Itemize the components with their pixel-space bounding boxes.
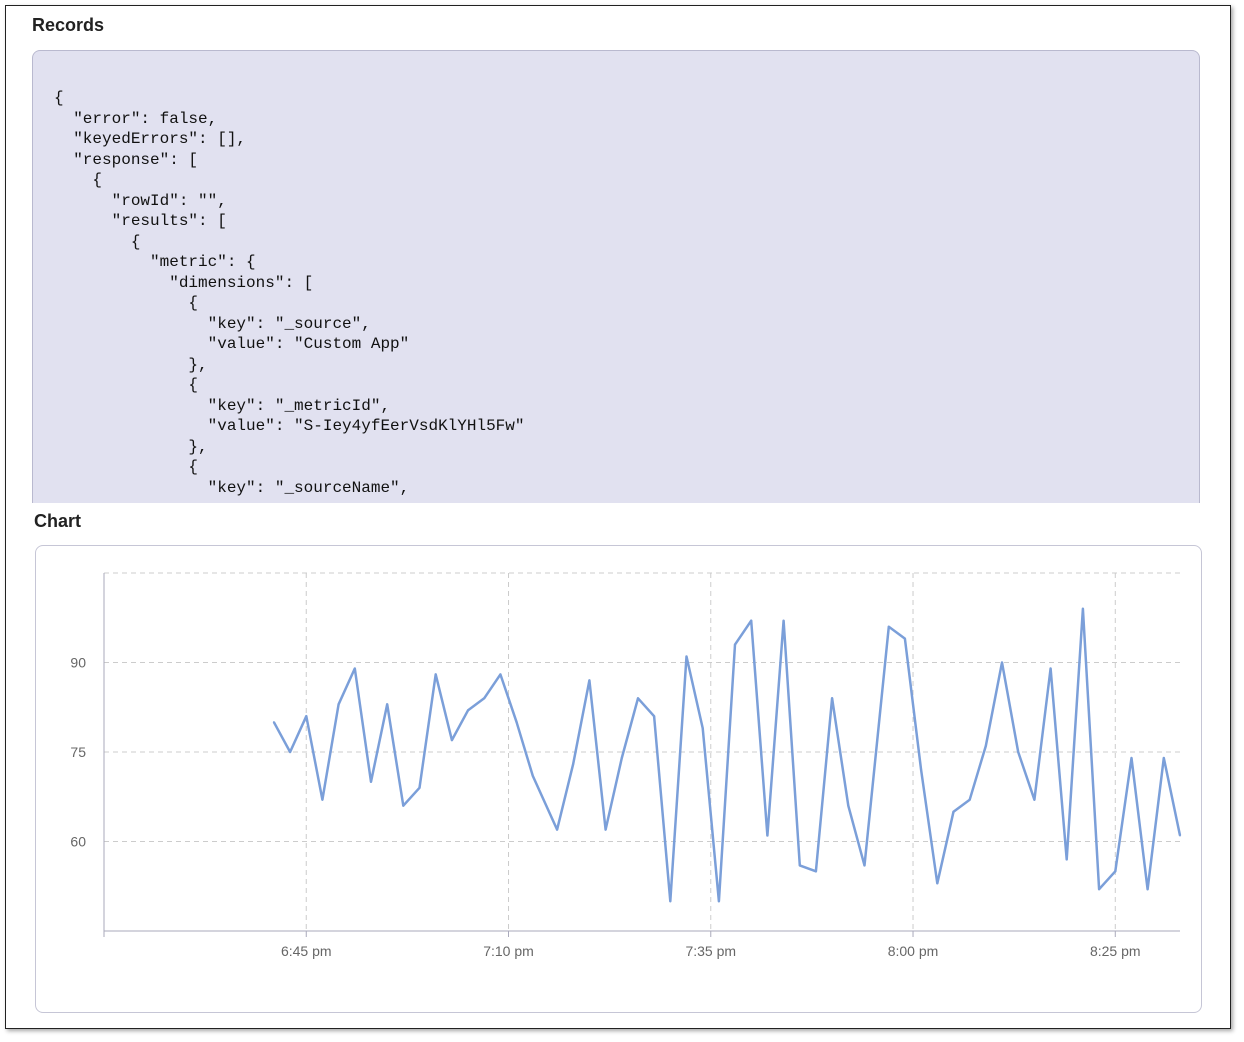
data-point (920, 768, 923, 771)
data-point (402, 804, 405, 807)
data-point (1065, 858, 1068, 861)
data-point (369, 780, 372, 783)
data-point (337, 703, 340, 706)
y-tick-label: 75 (70, 744, 86, 760)
data-point (483, 697, 486, 700)
data-point (467, 709, 470, 712)
data-point (1098, 888, 1101, 891)
y-tick-label: 90 (70, 655, 86, 671)
x-tick-label: 8:00 pm (888, 943, 939, 959)
data-point (863, 864, 866, 867)
data-point (531, 774, 534, 777)
data-point (289, 751, 292, 753)
x-tick-label: 7:35 pm (685, 943, 736, 959)
data-point (1081, 607, 1084, 610)
data-point (272, 721, 275, 724)
data-point (499, 673, 502, 676)
data-point (620, 756, 623, 759)
chart-title: Chart (34, 511, 82, 531)
data-point (701, 727, 704, 730)
data-point (782, 619, 785, 622)
data-point (1179, 834, 1181, 837)
x-tick-label: 6:45 pm (281, 943, 332, 959)
data-point (1146, 888, 1149, 891)
records-title: Records (32, 15, 105, 35)
data-point (847, 804, 850, 807)
series-line (272, 607, 1182, 903)
data-point (984, 745, 987, 748)
line-chart: 60 75 90 6:45 pm 7:10 pm 7:35 pm 8:00 pm 8:25 p… (70, 572, 1182, 959)
data-point (321, 798, 324, 801)
data-point (1049, 667, 1052, 670)
y-tick-label: 60 (70, 834, 86, 850)
data-point (588, 679, 591, 682)
page-frame: Records { "error": false, "keyedErrors":… (5, 5, 1231, 1029)
records-json-panel[interactable]: { "error": false, "keyedErrors": [], "re… (32, 50, 1200, 503)
data-point (305, 715, 308, 718)
data-point (434, 673, 437, 676)
data-point (717, 900, 720, 903)
x-tick-label: 7:10 pm (483, 943, 534, 959)
data-point (952, 810, 955, 813)
data-point (450, 739, 453, 742)
x-tick-label: 8:25 pm (1090, 943, 1141, 959)
data-point (734, 643, 737, 646)
data-point (1114, 870, 1117, 873)
data-point (903, 637, 906, 640)
data-point (1033, 798, 1036, 801)
data-point (750, 619, 753, 622)
data-point (418, 786, 421, 789)
data-point (1017, 751, 1020, 753)
data-point (766, 834, 769, 837)
data-point (887, 625, 890, 628)
chart-panel: 60 75 90 6:45 pm 7:10 pm 7:35 pm 8:00 pm 8:25 p… (35, 545, 1202, 1013)
data-point (572, 762, 575, 765)
data-point (831, 697, 834, 700)
data-point (798, 864, 801, 867)
data-point (604, 828, 607, 831)
data-point (1001, 661, 1004, 664)
data-point (1162, 756, 1165, 759)
data-point (669, 900, 672, 903)
data-point (814, 870, 817, 873)
data-point (353, 667, 356, 670)
data-point (653, 715, 656, 718)
records-json-text: { "error": false, "keyedErrors": [], "re… (54, 89, 525, 497)
data-point (968, 798, 971, 801)
data-point (515, 721, 518, 724)
data-point (685, 655, 688, 658)
data-point (386, 703, 389, 706)
data-point (1130, 756, 1133, 759)
data-point (936, 882, 939, 885)
data-point (556, 828, 559, 831)
data-point (636, 697, 639, 700)
